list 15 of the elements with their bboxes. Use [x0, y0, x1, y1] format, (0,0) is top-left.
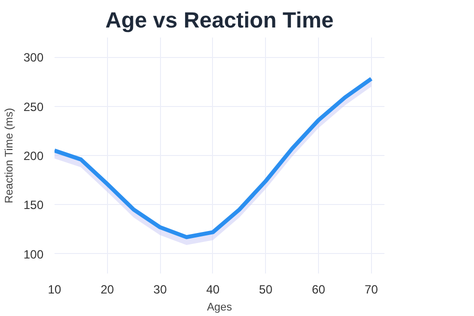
y-tick-label: 250 — [23, 100, 44, 114]
y-tick-label: 100 — [23, 247, 44, 262]
y-tick-label: 150 — [23, 198, 44, 212]
x-tick-label: 50 — [259, 282, 273, 296]
x-tick-label: 40 — [206, 282, 220, 296]
x-tick-label: 60 — [312, 282, 326, 296]
chart-title: Age vs Reaction Time — [105, 8, 334, 32]
y-tick-label: 200 — [23, 149, 44, 163]
y-axis-title: Reaction Time (ms) — [3, 108, 16, 204]
x-axis-title: Ages — [206, 302, 233, 314]
x-tick-label: 70 — [364, 282, 378, 296]
x-tick-label: 10 — [48, 282, 62, 296]
y-tick-label: 300 — [23, 50, 44, 65]
x-tick-label: 20 — [100, 282, 114, 296]
x-tick-label: 30 — [153, 282, 168, 296]
